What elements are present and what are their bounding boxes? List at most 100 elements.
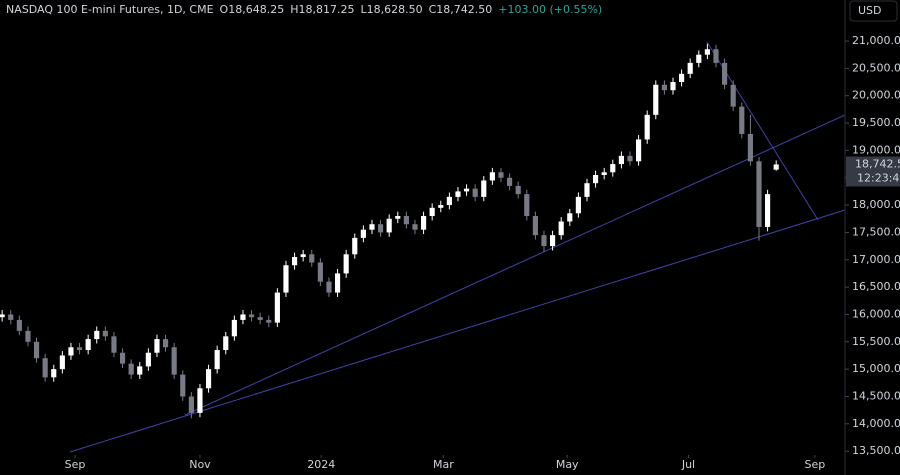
candle-body [696, 54, 702, 63]
x-tick-label: 2024 [307, 458, 335, 471]
y-tick-label: 17,000.00 [852, 253, 900, 266]
candle-body [94, 330, 100, 340]
candle-body [145, 352, 151, 367]
candle-body [739, 106, 745, 134]
candle-body [154, 339, 160, 353]
y-tick-label: 16,000.00 [852, 307, 900, 320]
candle-body [472, 188, 478, 197]
x-tick-label: Sep [805, 458, 826, 471]
candle-body [627, 155, 633, 162]
ohlc-label: C18,742.50 [429, 3, 493, 16]
y-tick-label: 14,000.00 [852, 417, 900, 430]
candle-body [68, 347, 74, 356]
candle-body [214, 350, 220, 370]
candle-body [446, 196, 452, 206]
candle-body [59, 355, 65, 370]
candle-body [584, 183, 590, 197]
candle-body [309, 254, 315, 263]
candle-body [51, 369, 57, 378]
candle-body [773, 164, 779, 170]
candle-body [429, 207, 435, 217]
candle-body [438, 205, 444, 208]
candle-body [395, 216, 401, 219]
x-tick-label: Jul [681, 458, 695, 471]
candle-body [283, 265, 289, 293]
candle-body [0, 314, 5, 318]
candle-body [317, 262, 323, 282]
candle-body [550, 235, 556, 247]
candle-body [420, 216, 427, 230]
candle-body [25, 330, 31, 342]
candle-body [575, 196, 581, 214]
candle-body [532, 216, 538, 236]
y-tick-label: 14,500.00 [852, 389, 900, 402]
candle-body [498, 172, 504, 178]
x-tick-label: Mar [433, 458, 454, 471]
change-label: +103.00 (+0.55%) [498, 3, 602, 16]
countdown-label: 12:23:43 [857, 171, 900, 184]
candle-body [412, 224, 418, 230]
candle-body [515, 185, 521, 195]
candle-body [171, 347, 177, 375]
candle-body [266, 319, 272, 323]
y-tick-label: 13,500.00 [852, 444, 900, 457]
candle-body [16, 319, 22, 331]
candles [0, 43, 779, 419]
ohlc-label: L18,628.50 [360, 3, 422, 16]
candle-body [102, 330, 108, 337]
y-tick-label: 20,500.00 [852, 61, 900, 74]
candle-body [593, 175, 599, 184]
candle-body [386, 218, 392, 233]
candle-body [352, 237, 358, 255]
candle-body [730, 84, 736, 107]
candle-body [274, 292, 280, 323]
candle-body [756, 161, 762, 227]
y-tick-label: 17,500.00 [852, 225, 900, 238]
candle-body [137, 366, 143, 375]
candle-body [291, 257, 298, 266]
x-tick-label: Nov [189, 458, 211, 471]
x-tick-label: May [556, 458, 579, 471]
candle-body [524, 194, 530, 217]
currency-label[interactable]: USD [858, 4, 882, 17]
candle-body [507, 177, 513, 186]
header: NASDAQ 100 E-mini Futures, 1D, CME O18,6… [6, 3, 602, 16]
candle-body [257, 317, 263, 320]
trendline [184, 114, 846, 416]
candle-body [618, 155, 624, 165]
candle-body [197, 388, 203, 413]
candle-body [180, 374, 186, 397]
candle-body [42, 358, 48, 378]
candle-body [240, 314, 246, 320]
y-tick-label: 15,000.00 [852, 362, 900, 375]
candle-body [343, 254, 349, 274]
y-tick-label: 19,000.00 [852, 143, 900, 156]
candle-body [687, 62, 693, 74]
candle-body [403, 216, 409, 225]
candle-body [463, 188, 470, 192]
candle-body [111, 336, 117, 353]
last-price-label: 18,742.50 [855, 157, 900, 170]
currency-button[interactable] [849, 0, 898, 22]
candle-body [644, 114, 650, 140]
candle-body [248, 314, 255, 318]
candle-body [188, 396, 194, 413]
y-tick-label: 15,500.00 [852, 335, 900, 348]
candle-body [481, 180, 487, 197]
candle-body [33, 341, 40, 359]
ohlc-label: O18,648.25 [220, 3, 285, 16]
x-tick-label: Sep [65, 458, 86, 471]
y-tick-label: 18,000.00 [852, 198, 900, 211]
candle-body [334, 273, 341, 293]
candle-body [747, 133, 753, 162]
candle-body [231, 319, 237, 337]
y-tick-label: 16,500.00 [852, 280, 900, 293]
candle-body [377, 224, 384, 233]
candle-body [300, 254, 306, 258]
candle-body [713, 49, 719, 63]
candle-body [76, 347, 83, 350]
candle-body [369, 224, 375, 230]
ohlc-label: H18,817.25 [290, 3, 354, 16]
